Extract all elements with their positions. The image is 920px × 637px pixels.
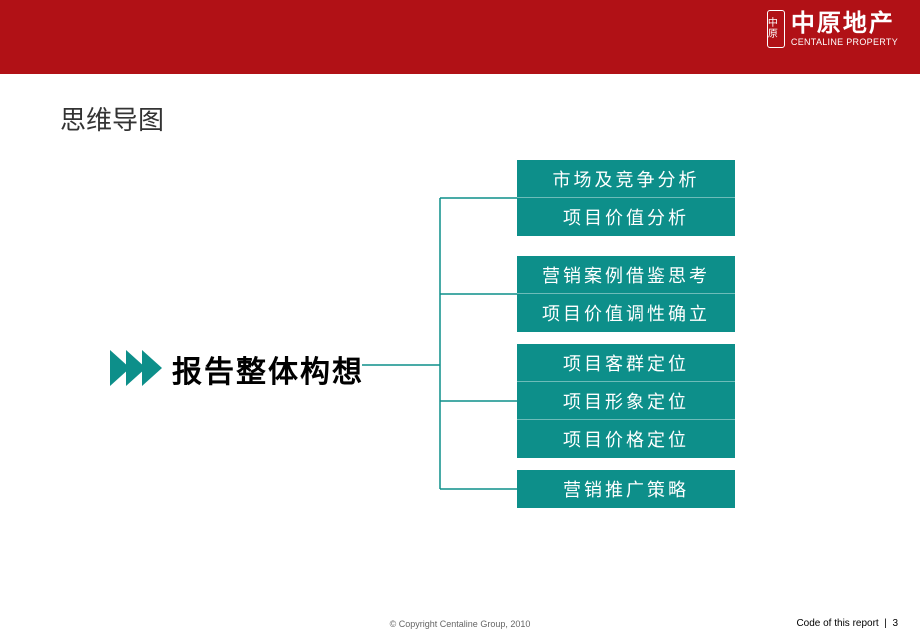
header-band: 中原 中原地产 CENTALINE PROPERTY	[0, 0, 920, 74]
logo-text: 中原地产 CENTALINE PROPERTY	[791, 11, 898, 47]
tree-node: 市场及竞争分析	[517, 160, 735, 198]
footer-code-label: Code of this report	[796, 618, 878, 629]
logo-cn: 中原地产	[791, 11, 898, 37]
root-label: 报告整体构想	[172, 347, 364, 391]
root-arrow-icon	[110, 350, 158, 386]
footer-code: Code of this report | 3	[796, 618, 898, 629]
logo-mark: 中原	[767, 10, 785, 48]
footer-page-num: 3	[892, 618, 898, 629]
logo: 中原 中原地产 CENTALINE PROPERTY	[767, 10, 898, 48]
connector-lines	[360, 160, 540, 580]
footer-sep: |	[884, 618, 887, 629]
tree-node: 项目形象定位	[517, 382, 735, 420]
node-group: 营销推广策略	[517, 470, 735, 508]
logo-mark-text: 中原	[768, 18, 784, 40]
tree-node: 项目价值分析	[517, 198, 735, 236]
tree-node: 营销案例借鉴思考	[517, 256, 735, 294]
tree-node: 营销推广策略	[517, 470, 735, 508]
mindmap-diagram: 报告整体构想 市场及竞争分析项目价值分析营销案例借鉴思考项目价值调性确立项目客群…	[0, 160, 920, 580]
logo-en: CENTALINE PROPERTY	[791, 37, 898, 47]
node-group: 营销案例借鉴思考项目价值调性确立	[517, 256, 735, 332]
slide-title: 思维导图	[60, 100, 164, 137]
node-column: 市场及竞争分析项目价值分析营销案例借鉴思考项目价值调性确立项目客群定位项目形象定…	[517, 160, 735, 508]
node-group: 项目客群定位项目形象定位项目价格定位	[517, 344, 735, 458]
tree-node: 项目价格定位	[517, 420, 735, 458]
footer-copyright: © Copyright Centaline Group, 2010	[390, 619, 531, 629]
tree-node: 项目价值调性确立	[517, 294, 735, 332]
tree-node: 项目客群定位	[517, 344, 735, 382]
node-group: 市场及竞争分析项目价值分析	[517, 160, 735, 236]
